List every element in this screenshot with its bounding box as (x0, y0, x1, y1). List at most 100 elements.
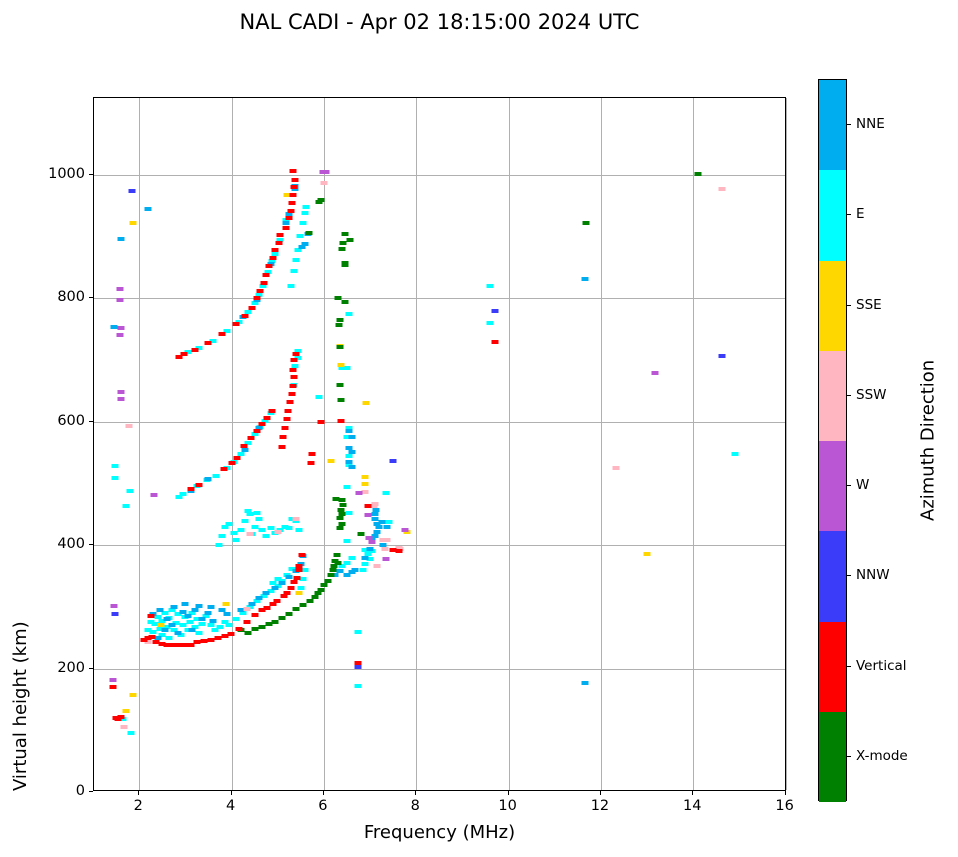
y-tick-label: 600 (57, 412, 85, 429)
scatter-point-x-mode (337, 398, 345, 403)
scatter-point-vertical (289, 384, 297, 389)
scatter-point-vertical (147, 613, 155, 618)
scatter-point-x-mode (292, 607, 300, 612)
scatter-point-vertical (285, 216, 293, 221)
x-tick (599, 791, 601, 795)
scatter-point-x-mode (346, 237, 354, 242)
gridline-x (693, 98, 695, 790)
scatter-point-vertical (140, 638, 148, 643)
scatter-point-nnw (128, 189, 136, 194)
scatter-point-e (294, 247, 302, 252)
scatter-point-vertical (114, 717, 122, 722)
scatter-point-nne (348, 570, 356, 575)
scatter-point-e (221, 620, 229, 625)
scatter-point-e (244, 441, 252, 446)
scatter-point-sse (337, 363, 345, 368)
gridline-x (231, 98, 233, 790)
scatter-point-sse (129, 221, 137, 226)
scatter-point-e (253, 598, 261, 603)
scatter-point-e (172, 620, 180, 625)
scatter-point-e (232, 617, 240, 622)
scatter-point-vertical (281, 426, 289, 431)
scatter-point-nne (209, 618, 217, 623)
scatter-point-e (301, 211, 309, 216)
scatter-point-x-mode (314, 590, 322, 595)
gridline-x (508, 98, 510, 790)
scatter-point-nne (207, 604, 215, 609)
scatter-point-e (271, 252, 279, 257)
scatter-point-e (315, 394, 323, 399)
scatter-point-nne (345, 446, 353, 451)
scatter-point-e (158, 618, 166, 623)
scatter-point-ssw (320, 180, 328, 185)
scatter-point-e (261, 418, 269, 423)
scatter-point-nne (383, 524, 391, 529)
scatter-point-vertical (289, 168, 297, 173)
x-tick (692, 791, 694, 795)
gridline-x (416, 98, 418, 790)
scatter-point-vertical (283, 591, 291, 596)
scatter-point-x-mode (271, 619, 279, 624)
scatter-point-x-mode (305, 231, 313, 236)
scatter-point-nne (348, 464, 356, 469)
scatter-point-vertical (175, 355, 183, 360)
y-tick-label: 200 (57, 659, 85, 676)
scatter-point-e (267, 588, 275, 593)
scatter-point-x-mode (329, 567, 337, 572)
scatter-point-e (292, 257, 300, 262)
scatter-point-vertical (177, 643, 185, 648)
scatter-point-vertical (167, 642, 175, 647)
scatter-point-vertical (152, 640, 160, 645)
scatter-point-vertical (109, 685, 117, 690)
y-tick (89, 174, 93, 176)
scatter-point-vertical (290, 375, 298, 380)
scatter-point-x-mode (317, 198, 325, 203)
scatter-point-e (288, 516, 296, 521)
scatter-point-e (343, 484, 351, 489)
scatter-point-e (343, 366, 351, 371)
scatter-point-e (251, 432, 259, 437)
scatter-point-e (382, 490, 390, 495)
scatter-point-e (343, 435, 351, 440)
scatter-point-vertical (284, 408, 292, 413)
scatter-point-x-mode (338, 247, 346, 252)
scatter-point-e (165, 635, 173, 640)
colorbar-segment-nnw (819, 531, 846, 622)
scatter-point-sse (362, 400, 370, 405)
scatter-point-w (368, 539, 376, 544)
x-tick-label: 6 (318, 798, 328, 814)
scatter-point-e (225, 521, 233, 526)
scatter-point-vertical (251, 612, 259, 617)
scatter-point-w (110, 603, 118, 608)
scatter-point-x-mode (251, 627, 259, 632)
scatter-point-nnw (491, 309, 499, 314)
scatter-point-vertical (263, 416, 271, 421)
scatter-point-e (246, 512, 254, 517)
colorbar-tick (847, 485, 851, 487)
x-tick (230, 791, 232, 795)
scatter-point-vertical (364, 504, 372, 509)
scatter-point-x-mode (357, 532, 365, 537)
scatter-point-x-mode (336, 382, 344, 387)
scatter-point-vertical (287, 585, 295, 590)
scatter-point-vertical (280, 593, 288, 598)
scatter-point-vertical (258, 608, 266, 613)
scatter-point-vertical (308, 451, 316, 456)
scatter-point-e (212, 473, 220, 478)
scatter-point-ssw (396, 546, 404, 551)
scatter-point-e (188, 611, 196, 616)
scatter-point-nne (345, 429, 353, 434)
scatter-point-e (361, 561, 369, 566)
scatter-point-e (301, 567, 309, 572)
scatter-point-x-mode (582, 221, 590, 226)
scatter-point-vertical (263, 605, 271, 610)
y-tick-label: 1000 (48, 166, 85, 183)
scatter-point-e (294, 355, 302, 360)
colorbar-tick (847, 214, 851, 216)
scatter-point-e (368, 549, 376, 554)
colorbar-tick (847, 394, 851, 396)
scatter-point-vertical (289, 192, 297, 197)
colorbar-tick (847, 665, 851, 667)
scatter-point-vertical (253, 429, 261, 434)
scatter-point-vertical (279, 435, 287, 440)
